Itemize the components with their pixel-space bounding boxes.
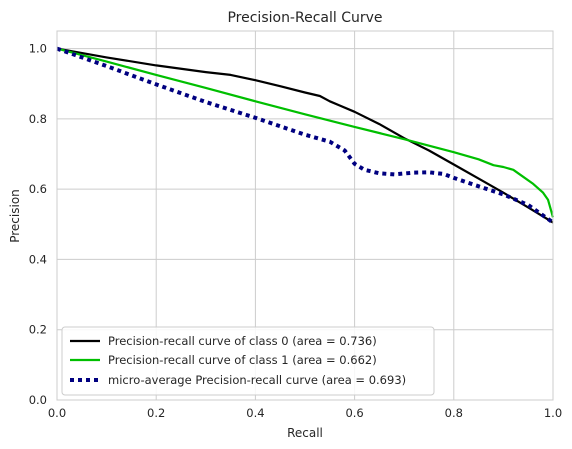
legend-box (61, 326, 435, 396)
y-axis-label: Precision (8, 189, 22, 243)
x-tick-label: 0.2 (147, 406, 165, 420)
x-tick-label: 1.0 (544, 406, 562, 420)
y-tick-label: 0.6 (29, 182, 47, 196)
legend-label-micro: micro-average Precision-recall curve (ar… (108, 373, 406, 387)
series-layer (56, 46, 555, 225)
plot-frame (56, 30, 554, 401)
tick-labels: 0.0 0.2 0.4 0.6 0.8 1.0 0.0 0.2 0.4 0.6 0.8 1.0 (29, 42, 562, 420)
legend-label-class0: Precision-recall curve of class 0 (area … (108, 334, 377, 348)
y-tick-label: 1.0 (29, 42, 47, 56)
y-tick-label: 0.2 (29, 323, 47, 337)
series-line-1 (56, 47, 555, 218)
legend: Precision-recall curve of class 0 (area … (61, 326, 435, 396)
y-tick-label: 0.4 (29, 252, 47, 266)
x-axis-label: Recall (287, 426, 323, 440)
y-tick-label: 0.0 (29, 393, 47, 407)
x-tick-label: 0.4 (246, 406, 264, 420)
y-tick-label: 0.8 (29, 112, 47, 126)
x-tick-label: 0.0 (48, 406, 66, 420)
x-tick-label: 0.6 (345, 406, 363, 420)
legend-label-class1: Precision-recall curve of class 1 (area … (108, 353, 377, 367)
series-line-0 (56, 47, 554, 224)
x-tick-label: 0.8 (445, 406, 463, 420)
chart-title: Precision-Recall Curve (227, 10, 382, 26)
